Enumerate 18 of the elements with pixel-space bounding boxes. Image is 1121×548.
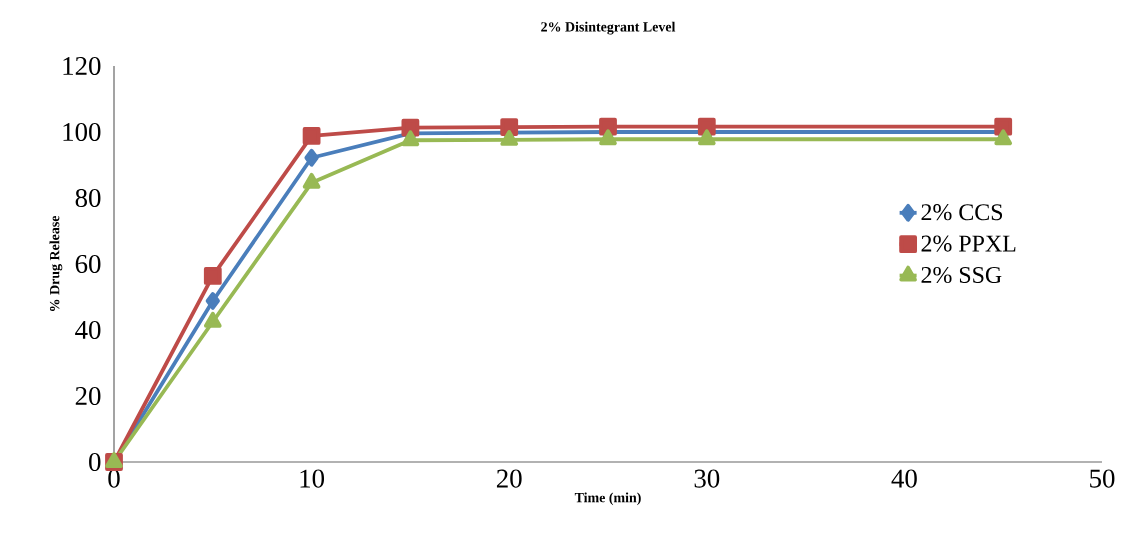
y-tick-label: 120 <box>63 56 101 76</box>
legend-label: 2% SSG <box>921 266 1002 284</box>
x-tick-label: 10 <box>300 469 325 488</box>
x-tick-label: 40 <box>891 469 917 488</box>
legend-label: 2% PPXL <box>921 235 1016 252</box>
x-tick-label: 20 <box>496 469 522 488</box>
y-tick-label: 60 <box>75 254 101 274</box>
chart-title: 2% Disintegrant Level <box>541 21 676 35</box>
y-tick-label: 80 <box>75 188 101 208</box>
y-tick-label: 0 <box>89 452 101 472</box>
y-axis-title: % Drug Release <box>49 215 63 311</box>
legend-label: 2% CCS <box>921 204 1003 221</box>
x-tick-label: 50 <box>1090 469 1115 488</box>
y-tick-label: 40 <box>75 320 101 340</box>
y-tick-label: 100 <box>63 122 101 142</box>
x-tick-label: 30 <box>694 469 720 488</box>
x-axis-title: Time (min) <box>574 492 641 506</box>
y-tick-label: 20 <box>75 386 101 406</box>
